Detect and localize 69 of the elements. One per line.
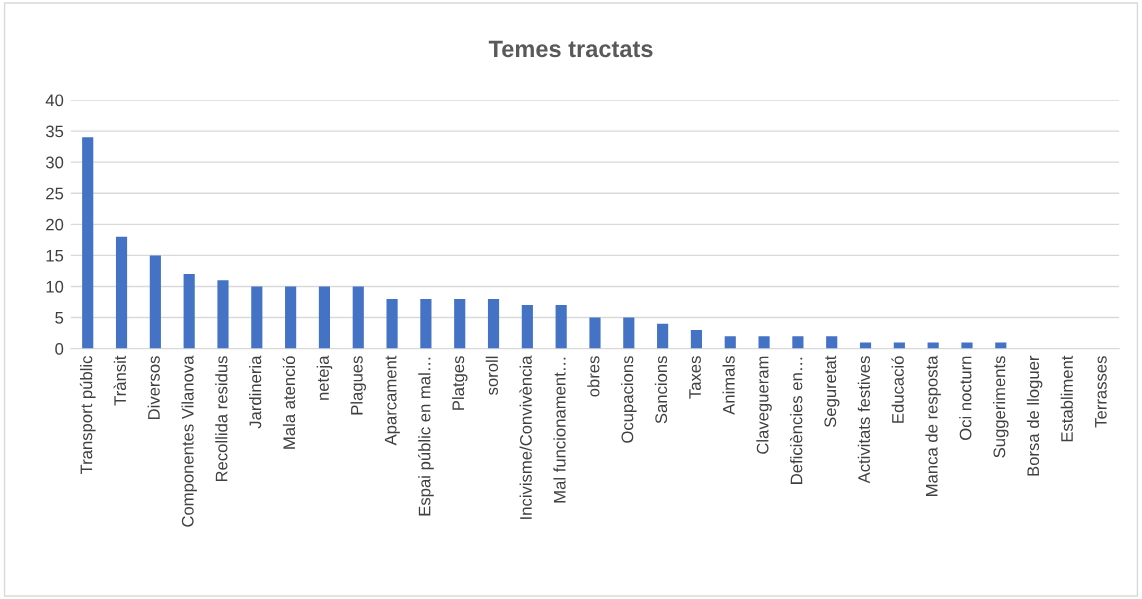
x-tick-label: Trànsit <box>113 355 126 406</box>
bar <box>318 286 331 349</box>
bar <box>352 286 364 349</box>
bar <box>758 336 770 349</box>
x-tick-label: Mal funcionament… <box>553 357 566 503</box>
y-tick-label: 5 <box>55 312 64 324</box>
bar <box>724 336 736 349</box>
bar <box>454 298 466 349</box>
x-tick-label: Componentes Vilanova <box>181 355 197 527</box>
bar <box>521 305 533 349</box>
bar <box>859 342 872 349</box>
x-tick-label: Seguretat <box>824 355 840 428</box>
y-tick-label: 25 <box>46 187 64 200</box>
x-tick-label: Animals <box>722 356 735 415</box>
x-tick-label: Jardineria <box>249 355 262 429</box>
x-tick-label: neteja <box>316 355 333 400</box>
y-tick-label: 15 <box>46 249 64 262</box>
x-tick-label: Educació <box>891 356 904 423</box>
x-tick-label: Espai públic en mal… <box>418 357 434 516</box>
bar <box>487 298 500 349</box>
x-tick-label: Taxes <box>689 356 701 399</box>
bar <box>420 298 432 349</box>
x-tick-label: Aparcament <box>384 355 400 446</box>
bar <box>826 336 838 349</box>
x-tick-label: Oci nocturn <box>959 356 972 440</box>
bar <box>690 329 703 349</box>
bar <box>623 317 635 349</box>
bar <box>893 342 905 349</box>
x-tick-label: Manca de resposta <box>925 355 941 496</box>
bar <box>589 317 601 349</box>
bar <box>285 286 297 349</box>
bar <box>183 274 195 349</box>
x-tick-label: Plagues <box>350 356 367 415</box>
x-tick-label: Establiment <box>1060 355 1073 442</box>
x-tick-label: Diversos <box>147 356 160 420</box>
x-tick-label: Activitats festives <box>857 356 870 484</box>
x-tick-label: Ocupacions <box>621 356 637 443</box>
x-tick-label: Transport públic <box>79 355 96 475</box>
x-tick-label: Suggeriments <box>993 356 1009 458</box>
bar <box>82 137 94 349</box>
bar <box>792 336 804 349</box>
bar <box>115 236 128 349</box>
bar <box>657 323 669 349</box>
bar <box>386 298 398 349</box>
x-tick-label: Recollida residus <box>215 356 228 482</box>
y-tick-label: 0 <box>55 343 64 355</box>
bar <box>217 280 229 349</box>
y-tick-label: 20 <box>46 218 64 231</box>
x-tick-label: Platges <box>451 356 468 410</box>
x-tick-label: Clavegueram <box>756 356 772 454</box>
x-tick-label: Terrasses <box>1095 356 1107 428</box>
y-tick-label: 30 <box>45 156 64 169</box>
x-tick-label: Mala atenció <box>282 356 296 449</box>
x-tick-label: soroll <box>485 356 498 395</box>
y-tick-label: 40 <box>45 94 64 107</box>
x-tick-label: Deficiències en… <box>789 357 803 484</box>
bar <box>995 342 1007 349</box>
chart-title: Temes tractats <box>488 40 653 58</box>
bar <box>251 286 263 349</box>
y-tick-label: 35 <box>45 125 64 138</box>
y-tick-label: 10 <box>46 280 64 293</box>
bar <box>961 342 973 349</box>
bar <box>149 255 161 349</box>
x-tick-label: Incivisme/Convivència <box>519 355 532 519</box>
x-tick-label: obres <box>587 356 600 397</box>
x-tick-label: Sancions <box>654 356 668 424</box>
bar <box>555 305 567 349</box>
bar <box>927 342 939 349</box>
x-tick-label: Borsa de lloguer <box>1026 355 1043 476</box>
